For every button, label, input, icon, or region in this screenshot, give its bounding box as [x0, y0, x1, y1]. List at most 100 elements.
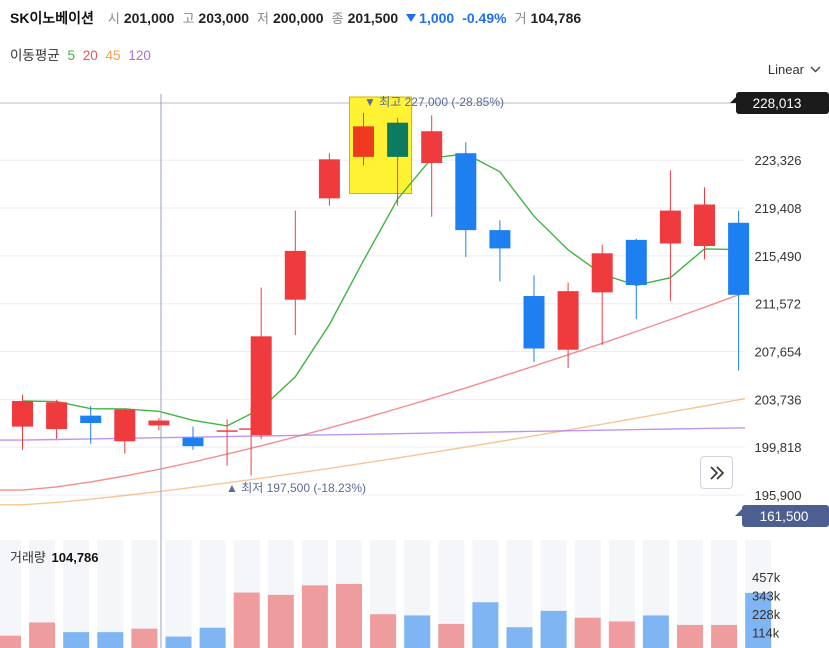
ma-5-label: 5	[67, 48, 75, 63]
close-label: 종	[331, 11, 344, 26]
volume-column-bg	[97, 540, 124, 648]
open-value: 201,000	[123, 10, 175, 26]
volume-bar	[574, 617, 601, 648]
candle	[284, 210, 306, 336]
badge-pointer	[730, 97, 736, 103]
price-axis: 223,326 219,408 215,490 211,572 207,654 203,7…	[730, 92, 829, 527]
candle-body	[80, 415, 102, 423]
volume-bar	[404, 615, 431, 648]
price-tick-label: 219,408	[755, 201, 802, 216]
candle-body	[46, 402, 68, 430]
volume-bar	[711, 624, 738, 648]
volume-bar	[642, 615, 669, 648]
ma-45-line	[0, 397, 746, 506]
low-label: 저	[257, 11, 269, 26]
candle	[489, 220, 511, 282]
open-label: 시	[107, 11, 120, 26]
candle-body	[148, 420, 170, 426]
scale-dropdown[interactable]: Linear	[768, 62, 821, 77]
candle-body	[12, 401, 33, 427]
candle	[728, 210, 750, 371]
price-annotation: ▼ 최고 227,000 (-28.85%)	[364, 95, 504, 109]
ma-legend-label: 이동평균	[10, 48, 60, 63]
candle-body	[318, 159, 340, 199]
annotations: ▼ 최고 227,000 (-28.85%) ▲ 최저 197,500 (-18.…	[226, 95, 504, 495]
candle-body	[353, 126, 374, 157]
candle-body	[455, 153, 477, 231]
candle	[148, 418, 170, 431]
double-chevron-right-icon	[709, 465, 724, 480]
volume-panel-label: 거래량 104,786	[10, 547, 99, 566]
volume-bar	[677, 624, 703, 648]
volume-bar	[29, 622, 56, 648]
candle	[523, 275, 545, 362]
volume-bar	[63, 632, 90, 648]
current-price-badge	[742, 505, 829, 527]
candle-body	[523, 296, 545, 349]
price-tick-label: 199,818	[755, 440, 802, 455]
price-tick-label: 207,654	[755, 345, 802, 360]
volume-tick-label: 228k	[752, 607, 781, 622]
volume-bar	[233, 592, 260, 648]
ma-20-label: 20	[82, 48, 98, 63]
volume-bar	[267, 594, 294, 648]
candle	[216, 419, 238, 466]
volume-bars	[0, 583, 772, 648]
ma-120-label: 120	[128, 48, 151, 63]
candle-body	[284, 250, 306, 300]
candle	[182, 426, 204, 450]
candle-body	[694, 204, 715, 246]
volume-bar	[0, 635, 21, 648]
candle	[625, 238, 647, 320]
candle	[387, 117, 409, 206]
moving-average-legend[interactable]: 이동평균 5 20 45 120	[10, 44, 155, 64]
price-tick-label: 223,326	[755, 153, 802, 168]
volume-column-bg	[63, 540, 90, 648]
candle	[694, 187, 715, 260]
candle-body	[557, 291, 579, 350]
quote-header: SK이노베이션 시 201,000 고 203,000 저 200,000 종 …	[10, 8, 589, 30]
chevron-down-icon	[810, 66, 821, 73]
price-tick-label: 195,900	[755, 488, 802, 503]
ma-45-label: 45	[105, 48, 121, 63]
volume-bar	[745, 592, 772, 648]
candle-body	[387, 122, 409, 157]
volume-bar	[472, 602, 499, 648]
price-tick-label: 203,736	[755, 392, 802, 407]
candle	[12, 394, 33, 450]
change-percent: -0.49%	[462, 10, 507, 26]
candle	[557, 282, 579, 369]
high-label: 고	[182, 11, 195, 26]
scroll-latest-button[interactable]	[700, 456, 733, 489]
volume-bar	[336, 583, 362, 648]
volume-value: 104,786	[530, 10, 582, 26]
ma-20-line	[0, 291, 746, 491]
candle-body	[250, 336, 272, 436]
change-value: 1,000	[419, 10, 455, 26]
volume-label: 거	[514, 11, 527, 26]
badge-pointer	[735, 509, 742, 516]
candle-body	[421, 131, 443, 163]
volume-column-bg	[165, 540, 192, 648]
volume-bar	[370, 614, 397, 648]
volume-axis: 457k 343k 228k 114k	[752, 570, 781, 641]
candle	[114, 408, 136, 454]
volume-column-bg	[0, 540, 21, 648]
price-tick-label: 215,490	[755, 249, 802, 264]
volume-bar	[301, 585, 328, 648]
volume-bar	[438, 623, 465, 648]
stock-name: SK이노베이션	[10, 10, 94, 26]
volume-bar	[540, 610, 567, 648]
volume-bar	[131, 628, 158, 648]
down-arrow-icon	[406, 14, 417, 22]
candle	[421, 115, 443, 217]
candle-body	[625, 239, 647, 286]
volume-tick-label: 457k	[752, 570, 781, 585]
candle	[80, 405, 102, 444]
volume-tick-label: 114k	[752, 626, 780, 641]
candle-body	[728, 222, 750, 295]
high-price-badge-label: 228,013	[753, 96, 802, 111]
close-value: 201,500	[347, 10, 399, 26]
candles	[12, 112, 750, 476]
